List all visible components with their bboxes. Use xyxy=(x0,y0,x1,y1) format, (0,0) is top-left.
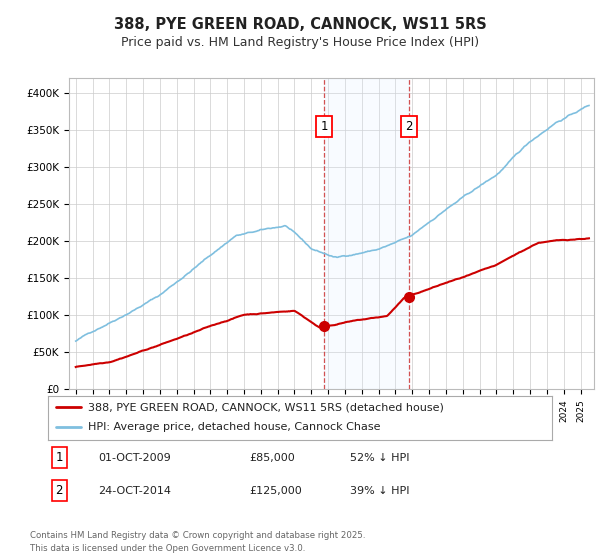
Text: 1: 1 xyxy=(320,120,328,133)
Text: Contains HM Land Registry data © Crown copyright and database right 2025.
This d: Contains HM Land Registry data © Crown c… xyxy=(30,531,365,553)
Text: 1: 1 xyxy=(55,451,63,464)
Text: 52% ↓ HPI: 52% ↓ HPI xyxy=(350,452,410,463)
Text: £85,000: £85,000 xyxy=(250,452,295,463)
Text: 2: 2 xyxy=(55,484,63,497)
Text: 2: 2 xyxy=(405,120,413,133)
Bar xyxy=(324,78,409,389)
Text: 388, PYE GREEN ROAD, CANNOCK, WS11 5RS (detached house): 388, PYE GREEN ROAD, CANNOCK, WS11 5RS (… xyxy=(88,402,444,412)
Text: Price paid vs. HM Land Registry's House Price Index (HPI): Price paid vs. HM Land Registry's House … xyxy=(121,36,479,49)
Text: 39% ↓ HPI: 39% ↓ HPI xyxy=(350,486,410,496)
Text: £125,000: £125,000 xyxy=(250,486,302,496)
Text: HPI: Average price, detached house, Cannock Chase: HPI: Average price, detached house, Cann… xyxy=(88,422,381,432)
Text: 24-OCT-2014: 24-OCT-2014 xyxy=(98,486,172,496)
Text: 388, PYE GREEN ROAD, CANNOCK, WS11 5RS: 388, PYE GREEN ROAD, CANNOCK, WS11 5RS xyxy=(113,17,487,31)
Text: 01-OCT-2009: 01-OCT-2009 xyxy=(98,452,171,463)
